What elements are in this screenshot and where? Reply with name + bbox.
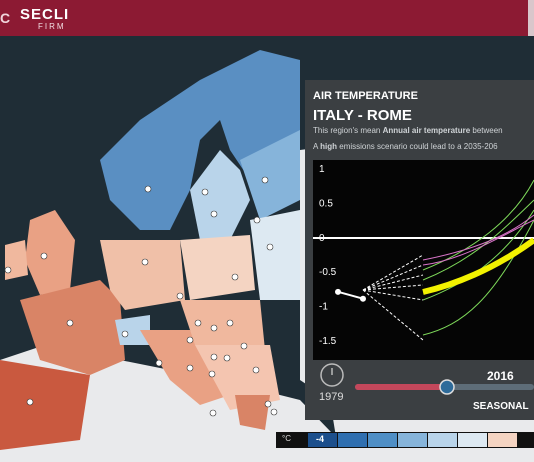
- region-sweden-south[interactable]: [190, 150, 250, 240]
- timeline-progress: [355, 384, 445, 390]
- top-bar: C SECLI FIRM: [0, 0, 534, 36]
- y-tick-label: -0.5: [319, 267, 337, 278]
- region-baltic-east[interactable]: [250, 210, 300, 300]
- model-lines-purple: [422, 214, 534, 266]
- legend-swatch: [368, 433, 397, 447]
- y-tick-label: 1: [319, 164, 325, 175]
- region-ireland[interactable]: [5, 240, 28, 280]
- legend-unit: °C: [282, 434, 291, 443]
- y-tick-label: 0.5: [319, 198, 333, 209]
- region-italy[interactable]: [140, 330, 230, 405]
- legend-swatch: [428, 433, 457, 447]
- region-balkans[interactable]: [195, 345, 280, 410]
- observed-point: [360, 295, 366, 302]
- model-lines-green: [422, 179, 534, 336]
- desc-part-a: This region's mean: [313, 126, 383, 135]
- region-title: ITALY - ROME: [313, 107, 412, 124]
- region-iberia[interactable]: [0, 360, 90, 450]
- region-finland[interactable]: [240, 130, 300, 220]
- desc2-part-c: emissions scenario could lead to a 2035-…: [337, 142, 498, 151]
- variable-title: AIR TEMPERATURE: [313, 90, 418, 102]
- legend-swatch: [308, 433, 337, 447]
- observed-point: [335, 288, 341, 295]
- observed-line: [337, 290, 364, 300]
- logo-text: SECLI: [20, 6, 70, 23]
- desc-part-b: Annual air temperature: [382, 126, 471, 135]
- observed-series: [335, 288, 366, 302]
- header-right-edge: [528, 0, 534, 36]
- region-uk[interactable]: [25, 210, 75, 295]
- legend-swatch: [338, 433, 367, 447]
- desc-part-c: between: [470, 126, 503, 135]
- ensemble-mean-line: [422, 237, 534, 295]
- region-info-panel: AIR TEMPERATURE ITALY - ROME This region…: [305, 80, 534, 420]
- desc2-part-a: A: [313, 142, 321, 151]
- region-scandinavia[interactable]: [100, 50, 300, 230]
- region-alps[interactable]: [115, 315, 150, 345]
- station-markers: [4, 176, 278, 417]
- timeline-current-year: 2016: [487, 369, 514, 383]
- region-germany[interactable]: [100, 240, 185, 310]
- stopwatch-icon[interactable]: [320, 363, 344, 387]
- y-tick-label: -1: [319, 302, 328, 313]
- projection-fan: [362, 254, 424, 341]
- legend-swatch: [458, 433, 487, 447]
- color-legend: °C -4: [276, 432, 534, 448]
- seasonal-toggle[interactable]: SEASONAL: [473, 401, 529, 412]
- legend-swatch: [398, 433, 427, 447]
- timeline-start-year: 1979: [319, 391, 344, 403]
- timeline-handle[interactable]: [439, 379, 455, 395]
- timeline: [320, 363, 534, 395]
- region-france[interactable]: [20, 280, 125, 375]
- secli-firm-logo[interactable]: SECLI FIRM: [20, 6, 70, 31]
- region-greece[interactable]: [235, 395, 270, 430]
- legend-first-value: -4: [316, 434, 325, 444]
- region-description: This region's mean Annual air temperatur…: [313, 126, 503, 135]
- temperature-chart: 10.50-0.5-1-1.5: [313, 160, 534, 360]
- logo-subtext: FIRM: [38, 22, 66, 31]
- region-central-east[interactable]: [180, 300, 265, 350]
- header-cut-text: C: [0, 10, 11, 26]
- desc2-part-b: high: [320, 142, 338, 151]
- scenario-description: A high emissions scenario could lead to …: [313, 142, 498, 151]
- legend-swatch: [488, 433, 517, 447]
- y-tick-label: -1.5: [319, 336, 337, 347]
- region-poland[interactable]: [180, 235, 255, 300]
